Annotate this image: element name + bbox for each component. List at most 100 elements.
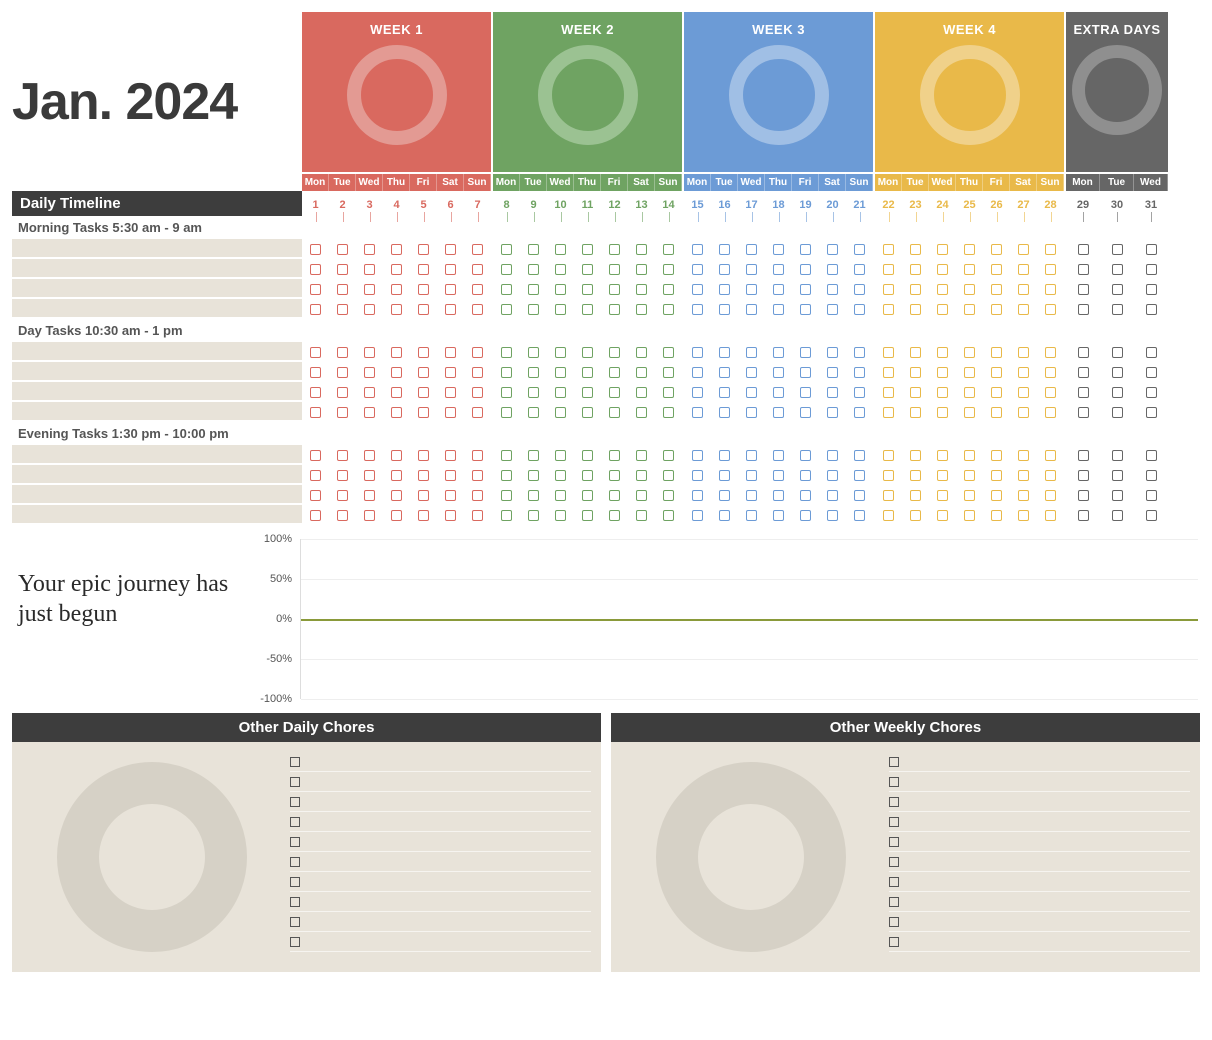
task-checkbox[interactable] <box>738 284 765 295</box>
task-checkbox[interactable] <box>464 367 491 378</box>
chores-item[interactable] <box>889 872 1190 892</box>
task-checkbox[interactable] <box>437 407 464 418</box>
task-checkbox[interactable] <box>410 407 437 418</box>
task-checkbox[interactable] <box>819 264 846 275</box>
task-checkbox[interactable] <box>547 490 574 501</box>
task-checkbox[interactable] <box>1134 304 1168 315</box>
task-checkbox[interactable] <box>711 450 738 461</box>
task-checkbox[interactable] <box>711 407 738 418</box>
task-checkbox[interactable] <box>1134 367 1168 378</box>
chores-item[interactable] <box>290 892 591 912</box>
task-checkbox[interactable] <box>329 304 356 315</box>
task-checkbox[interactable] <box>875 264 902 275</box>
task-checkbox[interactable] <box>302 347 329 358</box>
task-checkbox[interactable] <box>547 407 574 418</box>
task-checkbox[interactable] <box>520 347 547 358</box>
chores-item[interactable] <box>290 872 591 892</box>
task-checkbox[interactable] <box>765 304 792 315</box>
task-checkbox[interactable] <box>383 264 410 275</box>
task-checkbox[interactable] <box>1066 450 1100 461</box>
task-checkbox[interactable] <box>819 470 846 481</box>
chores-checkbox[interactable] <box>290 917 300 927</box>
task-checkbox[interactable] <box>738 244 765 255</box>
task-checkbox[interactable] <box>684 490 711 501</box>
task-checkbox[interactable] <box>329 284 356 295</box>
task-checkbox[interactable] <box>792 244 819 255</box>
task-checkbox[interactable] <box>738 490 765 501</box>
task-checkbox[interactable] <box>792 284 819 295</box>
chores-checkbox[interactable] <box>889 857 899 867</box>
task-checkbox[interactable] <box>1010 304 1037 315</box>
task-checkbox[interactable] <box>493 470 520 481</box>
task-checkbox[interactable] <box>547 387 574 398</box>
task-checkbox[interactable] <box>819 510 846 521</box>
chores-checkbox[interactable] <box>889 797 899 807</box>
task-checkbox[interactable] <box>628 450 655 461</box>
task-checkbox[interactable] <box>792 304 819 315</box>
task-checkbox[interactable] <box>1100 264 1134 275</box>
chores-checkbox[interactable] <box>889 757 899 767</box>
task-checkbox[interactable] <box>655 304 682 315</box>
task-checkbox[interactable] <box>383 470 410 481</box>
task-checkbox[interactable] <box>846 347 873 358</box>
task-checkbox[interactable] <box>437 264 464 275</box>
task-checkbox[interactable] <box>493 347 520 358</box>
chores-checkbox[interactable] <box>290 777 300 787</box>
chores-item[interactable] <box>290 912 591 932</box>
task-checkbox[interactable] <box>1100 407 1134 418</box>
task-checkbox[interactable] <box>1037 470 1064 481</box>
task-checkbox[interactable] <box>437 367 464 378</box>
task-checkbox[interactable] <box>574 387 601 398</box>
chores-checkbox[interactable] <box>290 877 300 887</box>
task-checkbox[interactable] <box>1134 244 1168 255</box>
task-checkbox[interactable] <box>383 244 410 255</box>
task-checkbox[interactable] <box>655 264 682 275</box>
task-checkbox[interactable] <box>437 347 464 358</box>
task-checkbox[interactable] <box>956 387 983 398</box>
task-checkbox[interactable] <box>574 450 601 461</box>
task-checkbox[interactable] <box>410 264 437 275</box>
chores-item[interactable] <box>889 772 1190 792</box>
task-checkbox[interactable] <box>628 347 655 358</box>
task-checkbox[interactable] <box>819 407 846 418</box>
task-checkbox[interactable] <box>792 347 819 358</box>
task-checkbox[interactable] <box>655 284 682 295</box>
task-checkbox[interactable] <box>329 244 356 255</box>
task-checkbox[interactable] <box>302 367 329 378</box>
task-checkbox[interactable] <box>493 284 520 295</box>
task-label-slot[interactable] <box>12 279 302 297</box>
task-checkbox[interactable] <box>929 387 956 398</box>
task-checkbox[interactable] <box>902 284 929 295</box>
task-checkbox[interactable] <box>711 387 738 398</box>
task-checkbox[interactable] <box>1010 284 1037 295</box>
task-checkbox[interactable] <box>1010 470 1037 481</box>
task-checkbox[interactable] <box>765 407 792 418</box>
task-checkbox[interactable] <box>574 284 601 295</box>
task-checkbox[interactable] <box>875 284 902 295</box>
task-checkbox[interactable] <box>1100 284 1134 295</box>
task-checkbox[interactable] <box>383 490 410 501</box>
chores-item[interactable] <box>290 852 591 872</box>
task-checkbox[interactable] <box>983 510 1010 521</box>
task-checkbox[interactable] <box>902 490 929 501</box>
task-checkbox[interactable] <box>356 387 383 398</box>
task-checkbox[interactable] <box>383 510 410 521</box>
task-checkbox[interactable] <box>410 510 437 521</box>
task-checkbox[interactable] <box>929 304 956 315</box>
task-checkbox[interactable] <box>1100 450 1134 461</box>
task-checkbox[interactable] <box>383 367 410 378</box>
task-checkbox[interactable] <box>601 367 628 378</box>
task-checkbox[interactable] <box>684 264 711 275</box>
task-checkbox[interactable] <box>684 470 711 481</box>
task-checkbox[interactable] <box>601 304 628 315</box>
task-checkbox[interactable] <box>547 510 574 521</box>
task-checkbox[interactable] <box>792 510 819 521</box>
task-checkbox[interactable] <box>684 284 711 295</box>
task-checkbox[interactable] <box>383 407 410 418</box>
task-checkbox[interactable] <box>601 407 628 418</box>
chores-checkbox[interactable] <box>290 857 300 867</box>
task-checkbox[interactable] <box>1066 244 1100 255</box>
task-checkbox[interactable] <box>574 367 601 378</box>
task-checkbox[interactable] <box>956 407 983 418</box>
task-checkbox[interactable] <box>464 244 491 255</box>
